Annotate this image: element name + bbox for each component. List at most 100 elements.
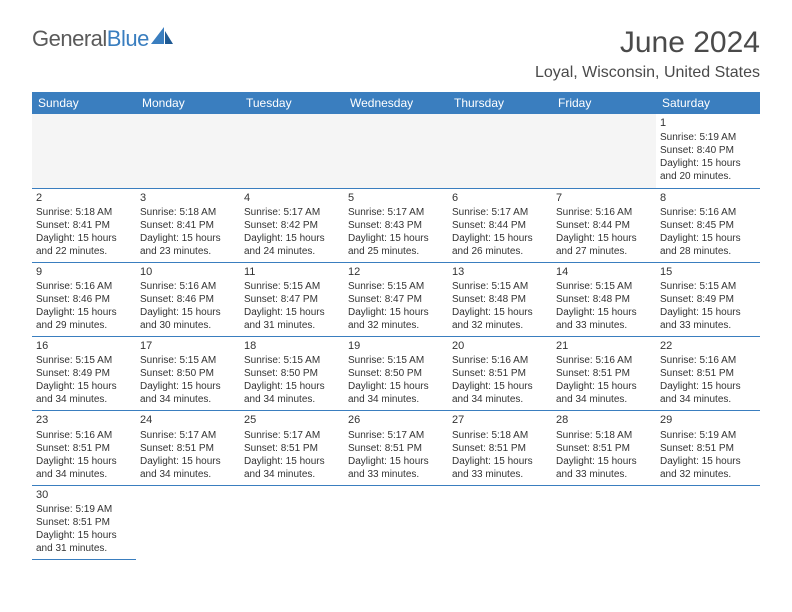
sunset-text: Sunset: 8:41 PM <box>36 219 132 232</box>
sunrise-text: Sunrise: 5:17 AM <box>244 206 340 219</box>
sunset-text: Sunset: 8:48 PM <box>452 293 548 306</box>
day1-text: Daylight: 15 hours <box>660 306 756 319</box>
day-number: 17 <box>140 339 236 353</box>
calendar-week-row: 16Sunrise: 5:15 AMSunset: 8:49 PMDayligh… <box>32 337 760 411</box>
day-number: 23 <box>36 413 132 427</box>
calendar-page: GeneralBlue June 2024 Loyal, Wisconsin, … <box>0 0 792 560</box>
sunset-text: Sunset: 8:49 PM <box>36 367 132 380</box>
sunset-text: Sunset: 8:51 PM <box>452 442 548 455</box>
day1-text: Daylight: 15 hours <box>452 380 548 393</box>
sunrise-text: Sunrise: 5:15 AM <box>348 280 444 293</box>
calendar-week-row: 1Sunrise: 5:19 AMSunset: 8:40 PMDaylight… <box>32 114 760 188</box>
day-cell: 29Sunrise: 5:19 AMSunset: 8:51 PMDayligh… <box>656 411 760 485</box>
sunrise-text: Sunrise: 5:18 AM <box>140 206 236 219</box>
sunrise-text: Sunrise: 5:19 AM <box>660 131 756 144</box>
sunset-text: Sunset: 8:44 PM <box>452 219 548 232</box>
day-number: 16 <box>36 339 132 353</box>
day2-text: and 34 minutes. <box>244 468 340 481</box>
sunrise-text: Sunrise: 5:17 AM <box>244 429 340 442</box>
day1-text: Daylight: 15 hours <box>348 455 444 468</box>
day1-text: Daylight: 15 hours <box>348 380 444 393</box>
day-number: 30 <box>36 488 132 502</box>
day1-text: Daylight: 15 hours <box>452 306 548 319</box>
sail-icon <box>151 27 173 45</box>
sunset-text: Sunset: 8:51 PM <box>452 367 548 380</box>
day-cell: 1Sunrise: 5:19 AMSunset: 8:40 PMDaylight… <box>656 114 760 188</box>
day-number: 29 <box>660 413 756 427</box>
day2-text: and 34 minutes. <box>140 393 236 406</box>
day2-text: and 32 minutes. <box>452 319 548 332</box>
sunrise-text: Sunrise: 5:15 AM <box>660 280 756 293</box>
weekday-header-cell: Thursday <box>448 92 552 114</box>
day2-text: and 34 minutes. <box>348 393 444 406</box>
day1-text: Daylight: 15 hours <box>244 306 340 319</box>
sunset-text: Sunset: 8:51 PM <box>36 442 132 455</box>
day1-text: Daylight: 15 hours <box>140 455 236 468</box>
day2-text: and 33 minutes. <box>348 468 444 481</box>
empty-day-cell <box>136 114 240 188</box>
day2-text: and 30 minutes. <box>140 319 236 332</box>
day2-text: and 22 minutes. <box>36 245 132 258</box>
sunrise-text: Sunrise: 5:18 AM <box>452 429 548 442</box>
sunset-text: Sunset: 8:51 PM <box>244 442 340 455</box>
blank-cell <box>240 485 344 559</box>
day1-text: Daylight: 15 hours <box>36 455 132 468</box>
day2-text: and 25 minutes. <box>348 245 444 258</box>
sunset-text: Sunset: 8:44 PM <box>556 219 652 232</box>
sunrise-text: Sunrise: 5:15 AM <box>140 354 236 367</box>
sunrise-text: Sunrise: 5:15 AM <box>36 354 132 367</box>
sunrise-text: Sunrise: 5:15 AM <box>452 280 548 293</box>
day-number: 18 <box>244 339 340 353</box>
day1-text: Daylight: 15 hours <box>36 232 132 245</box>
day-cell: 17Sunrise: 5:15 AMSunset: 8:50 PMDayligh… <box>136 337 240 411</box>
day-cell: 13Sunrise: 5:15 AMSunset: 8:48 PMDayligh… <box>448 262 552 336</box>
empty-day-cell <box>448 114 552 188</box>
day-number: 3 <box>140 191 236 205</box>
day-cell: 9Sunrise: 5:16 AMSunset: 8:46 PMDaylight… <box>32 262 136 336</box>
sunrise-text: Sunrise: 5:16 AM <box>556 206 652 219</box>
sunset-text: Sunset: 8:47 PM <box>244 293 340 306</box>
day-cell: 5Sunrise: 5:17 AMSunset: 8:43 PMDaylight… <box>344 188 448 262</box>
sunset-text: Sunset: 8:50 PM <box>140 367 236 380</box>
day-cell: 28Sunrise: 5:18 AMSunset: 8:51 PMDayligh… <box>552 411 656 485</box>
day-cell: 20Sunrise: 5:16 AMSunset: 8:51 PMDayligh… <box>448 337 552 411</box>
day-number: 6 <box>452 191 548 205</box>
day-number: 28 <box>556 413 652 427</box>
day2-text: and 34 minutes. <box>244 393 340 406</box>
sunrise-text: Sunrise: 5:15 AM <box>244 354 340 367</box>
day1-text: Daylight: 15 hours <box>36 380 132 393</box>
blank-cell <box>136 485 240 559</box>
day2-text: and 34 minutes. <box>452 393 548 406</box>
weekday-header-cell: Friday <box>552 92 656 114</box>
sunset-text: Sunset: 8:41 PM <box>140 219 236 232</box>
sunrise-text: Sunrise: 5:18 AM <box>36 206 132 219</box>
sunset-text: Sunset: 8:50 PM <box>244 367 340 380</box>
calendar-body: 1Sunrise: 5:19 AMSunset: 8:40 PMDaylight… <box>32 114 760 559</box>
day-cell: 22Sunrise: 5:16 AMSunset: 8:51 PMDayligh… <box>656 337 760 411</box>
weekday-header-cell: Tuesday <box>240 92 344 114</box>
day-cell: 16Sunrise: 5:15 AMSunset: 8:49 PMDayligh… <box>32 337 136 411</box>
day-number: 21 <box>556 339 652 353</box>
day1-text: Daylight: 15 hours <box>556 380 652 393</box>
day2-text: and 28 minutes. <box>660 245 756 258</box>
sunrise-text: Sunrise: 5:16 AM <box>452 354 548 367</box>
day1-text: Daylight: 15 hours <box>556 306 652 319</box>
sunset-text: Sunset: 8:43 PM <box>348 219 444 232</box>
day-number: 15 <box>660 265 756 279</box>
brand-part2: Blue <box>107 26 149 52</box>
sunrise-text: Sunrise: 5:16 AM <box>556 354 652 367</box>
day2-text: and 24 minutes. <box>244 245 340 258</box>
day2-text: and 27 minutes. <box>556 245 652 258</box>
page-header: GeneralBlue June 2024 Loyal, Wisconsin, … <box>32 26 760 82</box>
day2-text: and 26 minutes. <box>452 245 548 258</box>
sunset-text: Sunset: 8:50 PM <box>348 367 444 380</box>
sunrise-text: Sunrise: 5:16 AM <box>660 354 756 367</box>
calendar-week-row: 2Sunrise: 5:18 AMSunset: 8:41 PMDaylight… <box>32 188 760 262</box>
day2-text: and 33 minutes. <box>556 468 652 481</box>
day1-text: Daylight: 15 hours <box>348 232 444 245</box>
day2-text: and 34 minutes. <box>556 393 652 406</box>
empty-day-cell <box>32 114 136 188</box>
day-number: 22 <box>660 339 756 353</box>
weekday-header-cell: Wednesday <box>344 92 448 114</box>
weekday-header-cell: Sunday <box>32 92 136 114</box>
